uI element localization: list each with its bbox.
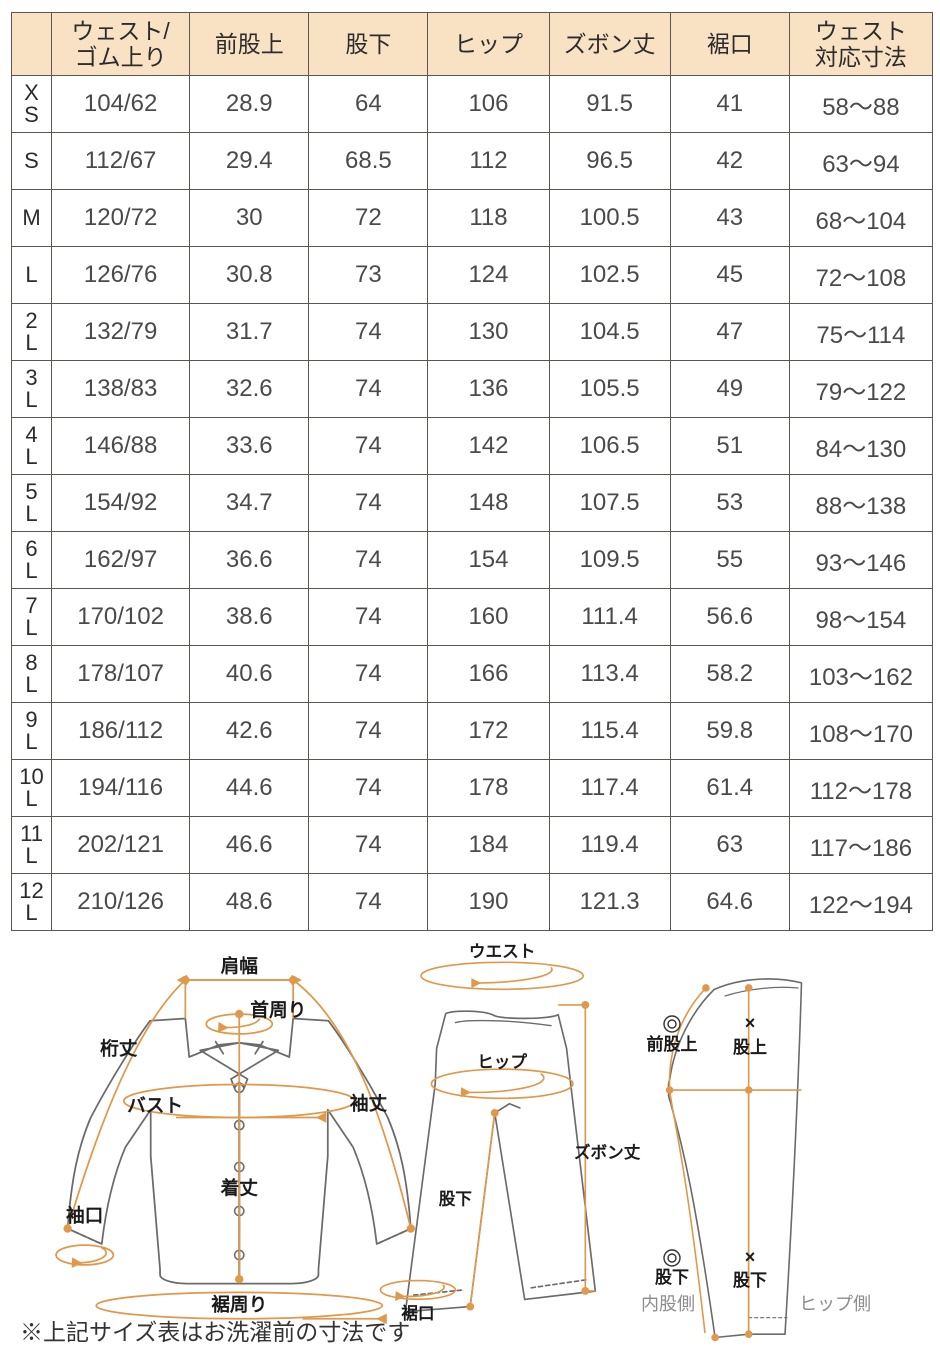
svg-text:×: × — [745, 1247, 756, 1267]
svg-text:ヒップ: ヒップ — [477, 1051, 527, 1071]
svg-text:股下: 股下 — [439, 1190, 473, 1209]
svg-text:裾周り: 裾周り — [211, 1294, 267, 1315]
svg-text:ズボン丈: ズボン丈 — [574, 1142, 641, 1162]
svg-text:袖丈: 袖丈 — [350, 1093, 388, 1114]
svg-text:桁丈: 桁丈 — [100, 1038, 138, 1059]
svg-text:ヒップ側: ヒップ側 — [799, 1294, 871, 1314]
svg-text:前股上: 前股上 — [647, 1034, 698, 1054]
svg-text:内股側: 内股側 — [641, 1294, 695, 1314]
svg-text:股上: 股上 — [733, 1038, 767, 1057]
svg-text:※上記サイズ表はお洗濯前の寸法です: ※上記サイズ表はお洗濯前の寸法です — [20, 1319, 410, 1345]
svg-text:股下: 股下 — [733, 1271, 767, 1290]
svg-text:ウエスト: ウエスト — [469, 942, 536, 961]
svg-text:首周り: 首周り — [250, 999, 306, 1020]
svg-text:着丈: 着丈 — [220, 1178, 259, 1199]
svg-text:バスト: バスト — [127, 1095, 183, 1116]
svg-text:袖口: 袖口 — [66, 1205, 103, 1226]
svg-text:肩幅: 肩幅 — [221, 955, 259, 976]
svg-text:×: × — [745, 1013, 756, 1033]
svg-text:股下: 股下 — [655, 1268, 689, 1287]
